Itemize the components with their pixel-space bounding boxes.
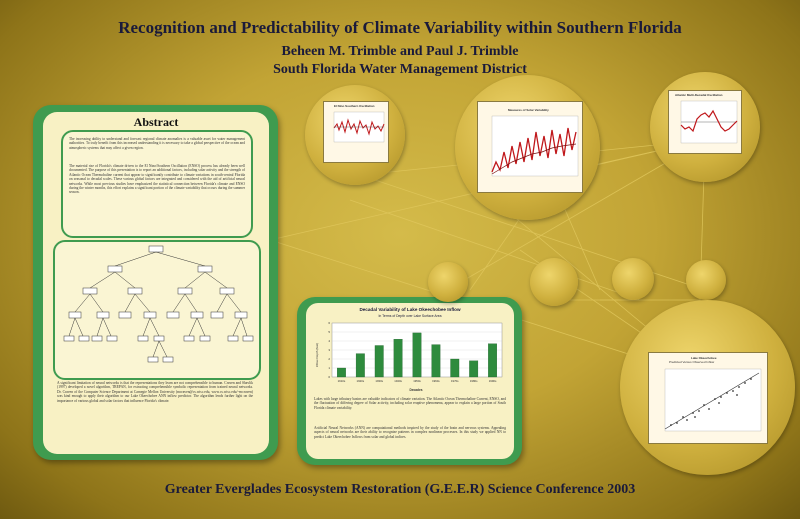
solar-series (491, 115, 579, 177)
x-tick-label: 1920s (357, 379, 365, 383)
scatter-series (664, 368, 762, 432)
scatter-chart: Lake Okeechobee Predicted Versus Observe… (648, 352, 768, 444)
conference-footer: Greater Everglades Ecosystem Restoration… (164, 482, 636, 497)
amo-series (680, 100, 738, 144)
abstract-heading: Abstract (133, 115, 179, 129)
enso-series (333, 111, 385, 143)
y-tick-label: 5 (328, 330, 330, 334)
solar-orb: Measures of Solar Variability (455, 75, 600, 220)
network-node-1 (428, 262, 468, 302)
bar-1980s (469, 360, 479, 378)
bar-1920s (355, 353, 365, 378)
y-tick-label: 0 (328, 375, 330, 379)
inflow-bar-chart: Decadal Variability of Lake Okeechobee I… (315, 307, 503, 392)
x-tick-label: 1990s (489, 379, 497, 383)
inflow-paragraph-2: Artificial Neural Networks (ANN) are com… (314, 426, 506, 439)
y-tick-label: 1 (328, 366, 330, 370)
enso-orb: El Nino Southern Oscillation (305, 85, 405, 185)
abstract-paragraph-1: The increasing ability to understand and… (69, 137, 245, 150)
abstract-card: Abstract The increasing ability to under… (43, 112, 269, 454)
bar-1970s (450, 358, 460, 378)
enso-chart: El Nino Southern Oscillation (323, 101, 389, 163)
network-node-3 (612, 258, 654, 300)
y-tick-label: 2 (328, 357, 330, 361)
inflow-paragraph-1: Lakes with large tributary basins are va… (314, 397, 506, 410)
bar-1910s (337, 367, 346, 378)
affiliation: South Florida Water Management District (273, 62, 527, 77)
chart-title: Decadal Variability of Lake Okeechobee I… (359, 307, 461, 312)
amo-chart: Atlantic Multi-Decadal Oscillation (668, 90, 742, 154)
network-node-2 (530, 258, 578, 306)
x-tick-label: 1960s (432, 379, 440, 383)
chart-ylabel: Inflow Depth (feet) (315, 343, 319, 368)
x-tick-label: 1930s (375, 379, 383, 383)
bar-1990s (488, 343, 497, 378)
scatter-title: Lake Okeechobee (691, 356, 717, 360)
amo-title: Atlantic Multi-Decadal Oscillation (675, 93, 723, 97)
y-tick-label: 6 (328, 321, 330, 325)
bar-1950s (412, 332, 422, 378)
y-tick-label: 4 (328, 339, 330, 343)
poster-title: Recognition and Predictability of Climat… (118, 18, 682, 37)
scatter-orb: Lake Okeechobee Predicted Versus Observe… (620, 300, 795, 475)
abstract-paragraph-2: The material rise of Florida's climate d… (69, 164, 245, 195)
solar-chart: Measures of Solar Variability (477, 101, 583, 193)
chart-subtitle: In Terms of Depth over Lake Surface Area (378, 314, 441, 318)
x-tick-label: 1970s (451, 379, 459, 383)
bar-1930s (374, 345, 384, 378)
network-node-4 (686, 260, 726, 300)
chart-xlabel: Decades (409, 388, 422, 392)
x-tick-label: 1980s (470, 379, 478, 383)
decision-tree (63, 245, 254, 363)
x-tick-label: 1910s (338, 379, 346, 383)
authors: Beheen M. Trimble and Paul J. Trimble (281, 44, 519, 59)
decision-tree-box (53, 240, 261, 380)
x-tick-label: 1940s (394, 379, 402, 383)
abstract-text-box: The increasing ability to understand and… (61, 130, 253, 238)
bar-1960s (431, 344, 441, 378)
y-tick-label: 3 (328, 348, 330, 352)
amo-orb: Atlantic Multi-Decadal Oscillation (650, 72, 760, 182)
enso-title: El Nino Southern Oscillation (334, 104, 375, 108)
scatter-subtitle: Predicted Versus Observed Inflow (669, 360, 715, 364)
solar-title: Measures of Solar Variability (508, 108, 549, 112)
inflow-card: Decadal Variability of Lake Okeechobee I… (306, 303, 514, 459)
abstract-paragraph-3: A significant limitation of neural netwo… (57, 381, 253, 403)
bar-1940s (393, 339, 403, 378)
x-tick-label: 1950s (413, 379, 421, 383)
